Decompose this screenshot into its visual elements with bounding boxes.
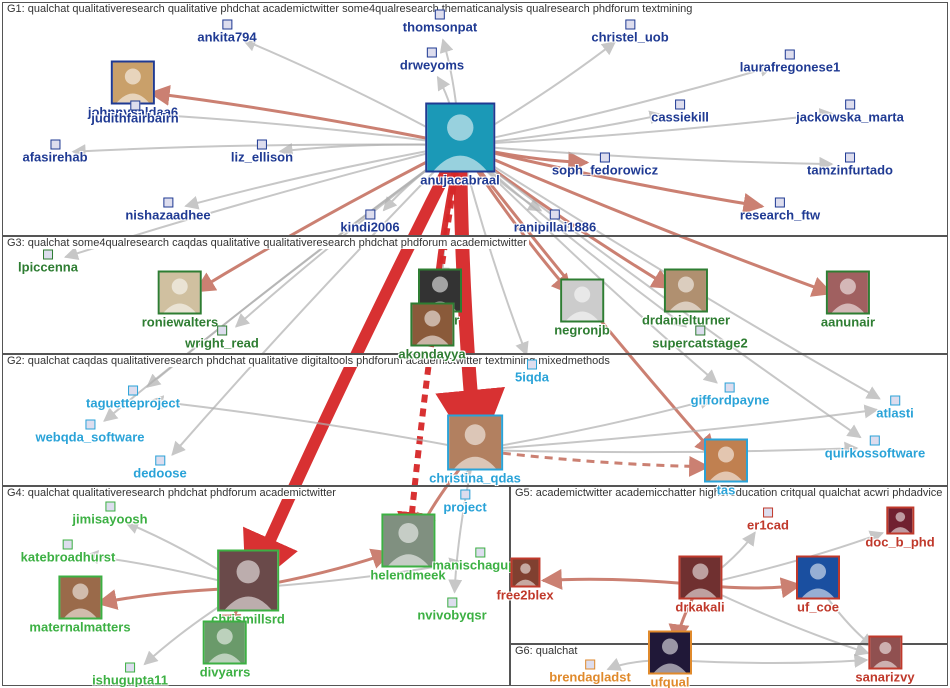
group-box-G1: G1: qualchat qualitativeresearch qualita… <box>2 2 948 236</box>
group-box-G5: G5: academictwitter academicchatter high… <box>510 486 948 644</box>
group-title-G5: G5: academictwitter academicchatter high… <box>513 487 944 499</box>
group-title-G1: G1: qualchat qualitativeresearch qualita… <box>5 3 694 15</box>
network-canvas: G1: qualchat qualitativeresearch qualita… <box>0 0 950 688</box>
group-box-G6: G6: qualchat <box>510 644 948 686</box>
group-title-G2: G2: qualchat caqdas qualitativeresearch … <box>5 355 612 367</box>
group-title-G4: G4: qualchat qualitativeresearch phdchat… <box>5 487 338 499</box>
group-box-G2: G2: qualchat caqdas qualitativeresearch … <box>2 354 948 486</box>
group-title-G3: G3: qualchat some4qualresearch caqdas qu… <box>5 237 529 249</box>
group-box-G4: G4: qualchat qualitativeresearch phdchat… <box>2 486 510 686</box>
group-box-G3: G3: qualchat some4qualresearch caqdas qu… <box>2 236 948 354</box>
group-title-G6: G6: qualchat <box>513 645 579 657</box>
